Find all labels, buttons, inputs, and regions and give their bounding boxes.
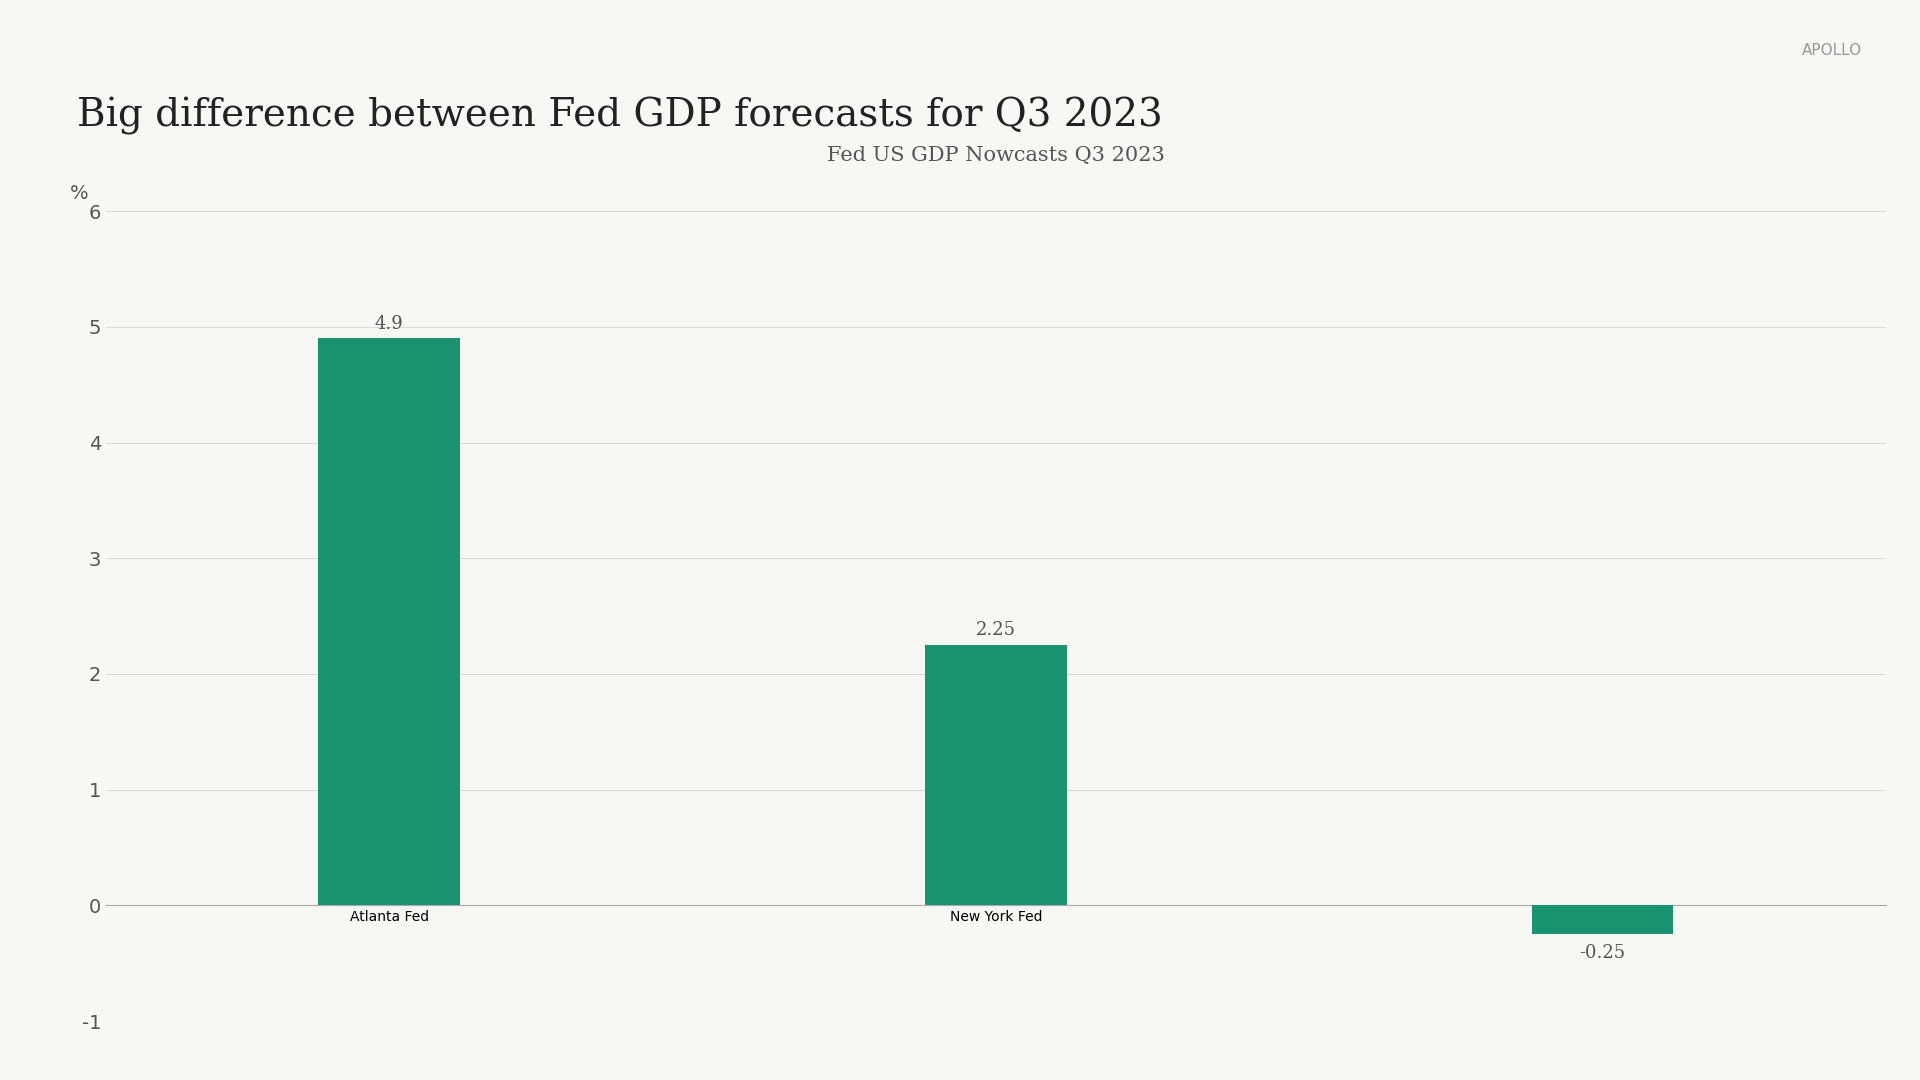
Text: Fed US GDP Nowcasts Q3 2023: Fed US GDP Nowcasts Q3 2023 <box>828 146 1165 165</box>
Text: Big difference between Fed GDP forecasts for Q3 2023: Big difference between Fed GDP forecasts… <box>77 97 1162 135</box>
Text: %: % <box>69 184 88 203</box>
Text: APOLLO: APOLLO <box>1803 43 1862 58</box>
Bar <box>925 645 1068 905</box>
Text: -0.25: -0.25 <box>1580 944 1626 961</box>
Text: 4.9: 4.9 <box>374 314 403 333</box>
Bar <box>1532 905 1674 934</box>
Bar <box>319 338 461 905</box>
Text: 2.25: 2.25 <box>975 621 1016 639</box>
